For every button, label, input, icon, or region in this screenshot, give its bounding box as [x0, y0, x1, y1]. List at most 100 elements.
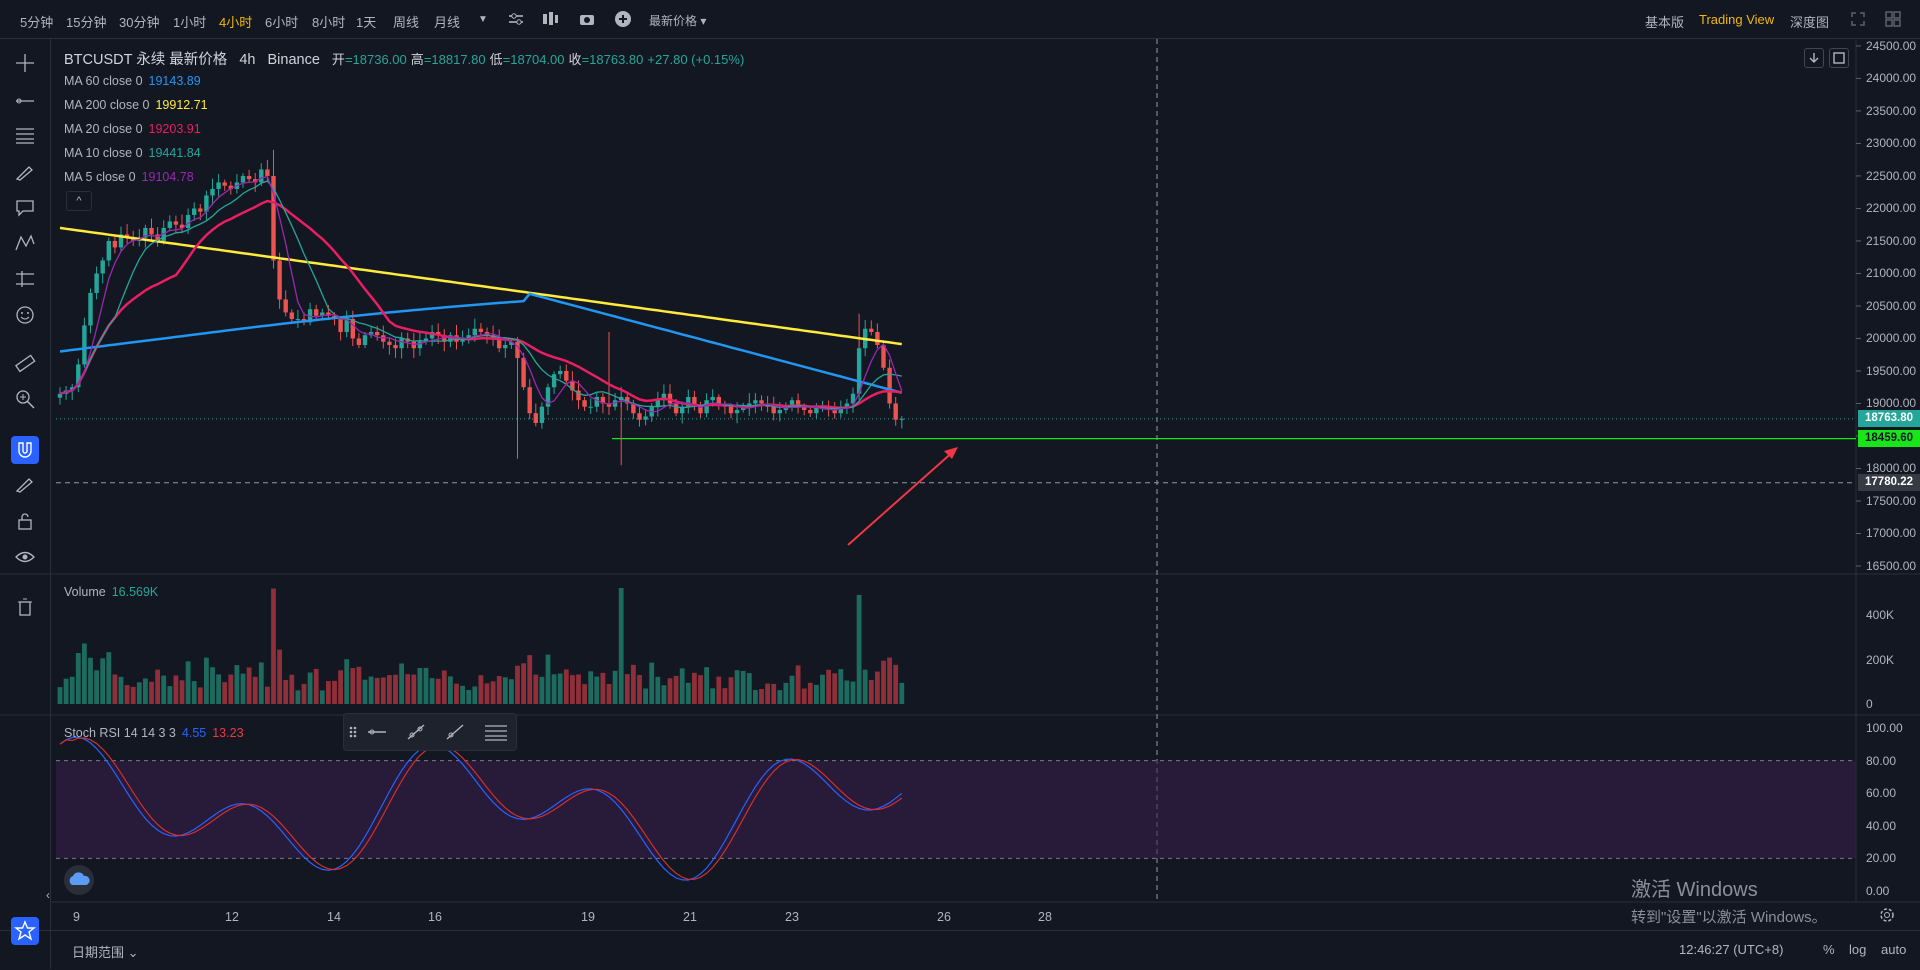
low-label: 低: [489, 52, 503, 67]
candle: [789, 400, 795, 407]
view-2[interactable]: 深度图: [1790, 15, 1830, 30]
volume-bar: [460, 685, 465, 704]
candle: [844, 403, 850, 407]
timeframe-0[interactable]: 5分钟: [20, 15, 54, 30]
volume-bar: [271, 588, 276, 704]
brush-tool-icon[interactable]: [14, 160, 36, 182]
close-label: 收: [568, 52, 582, 67]
emoji-icon[interactable]: [14, 304, 36, 326]
timeframe-7[interactable]: 1天: [356, 15, 377, 30]
volume-bar: [374, 677, 380, 704]
fib-retracement-icon[interactable]: [483, 722, 509, 742]
timeframe-1[interactable]: 15分钟: [66, 15, 107, 30]
candle: [204, 195, 209, 212]
time-tick-7: 26: [937, 910, 951, 924]
timeframe-8[interactable]: 周线: [393, 15, 420, 30]
volume-tick-0: 400K: [1866, 608, 1895, 622]
ray-line-icon[interactable]: [444, 722, 466, 742]
drag-handle-icon[interactable]: [348, 722, 358, 742]
scroll-to-latest-icon[interactable]: [1804, 48, 1824, 68]
add-icon[interactable]: [613, 9, 633, 29]
eye-icon[interactable]: [14, 546, 36, 568]
floating-drawing-toolbar[interactable]: [343, 713, 517, 751]
legend-ma200[interactable]: MA 200 close 0 19912.71: [64, 98, 208, 112]
text-callout-icon[interactable]: [14, 196, 36, 218]
draw-lock-pencil-icon[interactable]: [14, 472, 36, 494]
timeframe-2[interactable]: 30分钟: [119, 15, 160, 30]
price-tick-7: 21000.00: [1866, 266, 1917, 281]
camera-icon[interactable]: [577, 9, 597, 29]
crosshair-icon[interactable]: [14, 52, 36, 74]
fib-tool-icon[interactable]: [14, 124, 36, 146]
candle: [771, 406, 776, 414]
collapse-toolbar-chevron-icon[interactable]: ‹: [46, 888, 50, 902]
timeframe-dropdown-chevron-icon[interactable]: ▼: [478, 14, 488, 25]
volume-bar: [63, 678, 69, 704]
legend-ma20[interactable]: MA 20 close 0 19203.91: [64, 122, 201, 136]
candle: [118, 234, 124, 248]
candle: [192, 208, 197, 215]
volume-bar: [887, 657, 892, 704]
ma60-line: [59, 292, 903, 395]
legend-collapse-button[interactable]: ^: [66, 191, 92, 211]
support-price-label: 18459.60: [1858, 429, 1920, 447]
price-tick-1: 24000.00: [1866, 71, 1917, 86]
horizontal-line-icon[interactable]: [366, 722, 388, 742]
trash-icon[interactable]: [14, 596, 36, 618]
magnet-icon[interactable]: [11, 436, 39, 464]
volume-bar: [551, 674, 557, 704]
timeframe-6[interactable]: 8小时: [312, 15, 346, 30]
settings-gear-icon[interactable]: [1877, 905, 1897, 925]
volume-bar: [417, 667, 423, 704]
pattern-tool-icon[interactable]: [14, 232, 36, 254]
legend-ma5[interactable]: MA 5 close 0 19104.78: [64, 170, 194, 184]
volume-bar: [832, 673, 838, 704]
trend-line-icon[interactable]: [405, 722, 427, 742]
view-0[interactable]: 基本版: [1645, 15, 1685, 30]
legend-ma60[interactable]: MA 60 close 0 19143.89: [64, 74, 201, 88]
percent-toggle[interactable]: %: [1823, 942, 1835, 957]
current-price-label: 18763.80: [1858, 409, 1920, 427]
favorite-star-icon[interactable]: [11, 917, 39, 945]
prediction-tool-icon[interactable]: [14, 268, 36, 290]
auto-toggle[interactable]: auto: [1881, 942, 1907, 957]
candle: [564, 370, 569, 381]
fullscreen-icon[interactable]: [1848, 9, 1868, 29]
volume-bar: [143, 678, 148, 704]
ruler-icon[interactable]: [14, 352, 36, 374]
legend-ma10[interactable]: MA 10 close 0 19441.84: [64, 146, 201, 160]
volume-bar: [826, 669, 831, 704]
candle: [686, 396, 691, 407]
candle: [814, 406, 819, 414]
volume-bar: [399, 663, 404, 704]
volume-bar: [868, 679, 874, 704]
lock-icon[interactable]: [14, 510, 36, 532]
horizontal-line-tool-icon[interactable]: [14, 90, 36, 112]
log-toggle[interactable]: log: [1849, 942, 1867, 957]
view-1[interactable]: Trading View: [1699, 12, 1775, 27]
candle: [838, 406, 843, 414]
annotation-arrow: [847, 449, 956, 546]
volume-legend[interactable]: Volume 16.569K: [64, 585, 158, 599]
rsi-legend[interactable]: Stoch RSI 14 14 3 3 4.55 13.23: [64, 726, 244, 740]
candlestick-type-icon[interactable]: [540, 9, 560, 29]
timeframe-5[interactable]: 6小时: [265, 15, 299, 30]
price-type-dropdown[interactable]: 最新价格 ▾: [649, 14, 707, 28]
candle: [588, 406, 593, 408]
timeframe-4[interactable]: 4小时: [219, 15, 253, 30]
indicator-settings-icon[interactable]: [506, 9, 526, 29]
timeframe-3[interactable]: 1小时: [173, 15, 207, 30]
layout-grid-icon[interactable]: [1883, 9, 1903, 29]
volume-bar: [368, 676, 374, 704]
date-range-button[interactable]: 日期范围 ⌄: [72, 942, 139, 961]
rsi-k-value: 4.55: [181, 726, 207, 740]
volume-bar: [234, 665, 240, 704]
timeframe-9[interactable]: 月线: [434, 15, 461, 30]
watermark-line2: 转到"设置"以激活 Windows。: [1631, 909, 1827, 926]
candle: [698, 406, 703, 414]
candle: [582, 400, 587, 407]
zoom-in-icon[interactable]: [14, 388, 36, 410]
reset-chart-icon[interactable]: [1829, 48, 1849, 68]
volume-bar: [448, 676, 453, 704]
